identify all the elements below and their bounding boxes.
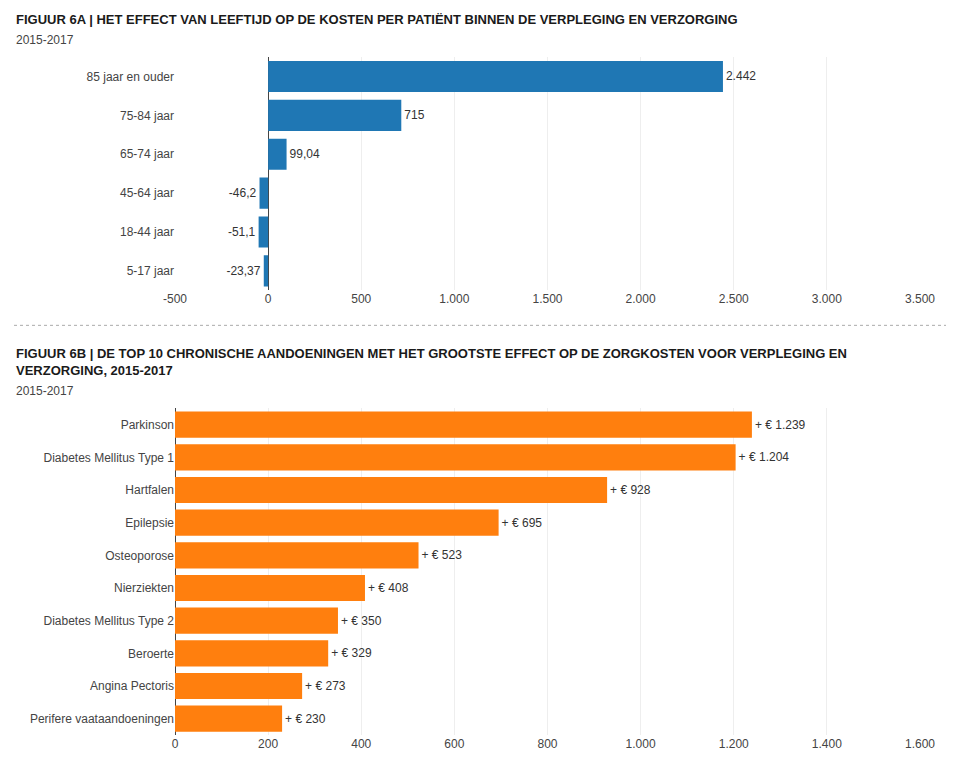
svg-text:0: 0	[172, 737, 179, 751]
svg-text:Hartfalen: Hartfalen	[125, 483, 174, 497]
svg-text:1.000: 1.000	[439, 292, 469, 306]
svg-text:Angina Pectoris: Angina Pectoris	[90, 679, 174, 693]
svg-text:500: 500	[351, 292, 371, 306]
svg-text:1.500: 1.500	[532, 292, 562, 306]
svg-text:200: 200	[258, 737, 278, 751]
svg-text:+ € 329: + € 329	[331, 646, 372, 660]
svg-text:18-44 jaar: 18-44 jaar	[120, 225, 174, 239]
svg-text:2015-2017: 2015-2017	[16, 384, 74, 398]
svg-text:65-74 jaar: 65-74 jaar	[120, 147, 174, 161]
svg-text:Osteoporose: Osteoporose	[105, 549, 174, 563]
svg-text:2.442: 2.442	[726, 69, 756, 83]
svg-text:Epilepsie: Epilepsie	[125, 516, 174, 530]
svg-text:+ € 408: + € 408	[368, 581, 409, 595]
svg-text:FIGUUR 6B | DE TOP 10 CHRONISC: FIGUUR 6B | DE TOP 10 CHRONISCHE AANDOEN…	[16, 346, 847, 378]
svg-text:Diabetes Mellitus Type 2: Diabetes Mellitus Type 2	[43, 614, 174, 628]
svg-text:2.000: 2.000	[626, 292, 656, 306]
svg-text:+ € 1.239: + € 1.239	[755, 418, 806, 432]
svg-text:0: 0	[265, 292, 272, 306]
svg-text:-500: -500	[163, 292, 187, 306]
svg-text:+ € 1.204: + € 1.204	[739, 450, 790, 464]
svg-text:FIGUUR 6A | HET EFFECT VAN LEE: FIGUUR 6A | HET EFFECT VAN LEEFTIJD OP D…	[16, 12, 738, 27]
svg-text:+ € 273: + € 273	[305, 679, 346, 693]
svg-text:Parkinson: Parkinson	[121, 418, 174, 432]
svg-text:+ € 695: + € 695	[502, 516, 543, 530]
svg-text:+ € 523: + € 523	[422, 548, 463, 562]
svg-text:-46,2: -46,2	[229, 186, 257, 200]
svg-text:1.400: 1.400	[812, 737, 842, 751]
svg-text:Beroerte: Beroerte	[128, 647, 174, 661]
svg-text:+ € 928: + € 928	[610, 483, 651, 497]
svg-text:1.000: 1.000	[626, 737, 656, 751]
svg-text:+ € 350: + € 350	[341, 614, 382, 628]
svg-text:3.000: 3.000	[812, 292, 842, 306]
svg-text:99,04: 99,04	[290, 147, 320, 161]
svg-text:75-84 jaar: 75-84 jaar	[120, 109, 174, 123]
svg-text:85 jaar en ouder: 85 jaar en ouder	[87, 70, 174, 84]
svg-text:5-17 jaar: 5-17 jaar	[127, 264, 174, 278]
svg-text:+ € 230: + € 230	[285, 712, 326, 726]
svg-text:Nierziekten: Nierziekten	[114, 581, 174, 595]
svg-text:2.500: 2.500	[719, 292, 749, 306]
svg-text:45-64 jaar: 45-64 jaar	[120, 186, 174, 200]
svg-text:Perifere vaataandoeningen: Perifere vaataandoeningen	[30, 712, 174, 726]
svg-text:1.600: 1.600	[905, 737, 935, 751]
svg-text:Diabetes Mellitus Type 1: Diabetes Mellitus Type 1	[43, 451, 174, 465]
svg-text:-51,1: -51,1	[228, 225, 256, 239]
svg-text:-23,37: -23,37	[226, 264, 260, 278]
svg-text:800: 800	[537, 737, 557, 751]
svg-text:1.200: 1.200	[719, 737, 749, 751]
svg-text:2015-2017: 2015-2017	[16, 33, 74, 47]
svg-text:400: 400	[351, 737, 371, 751]
svg-text:3.500: 3.500	[905, 292, 935, 306]
svg-text:600: 600	[444, 737, 464, 751]
svg-text:715: 715	[404, 108, 424, 122]
